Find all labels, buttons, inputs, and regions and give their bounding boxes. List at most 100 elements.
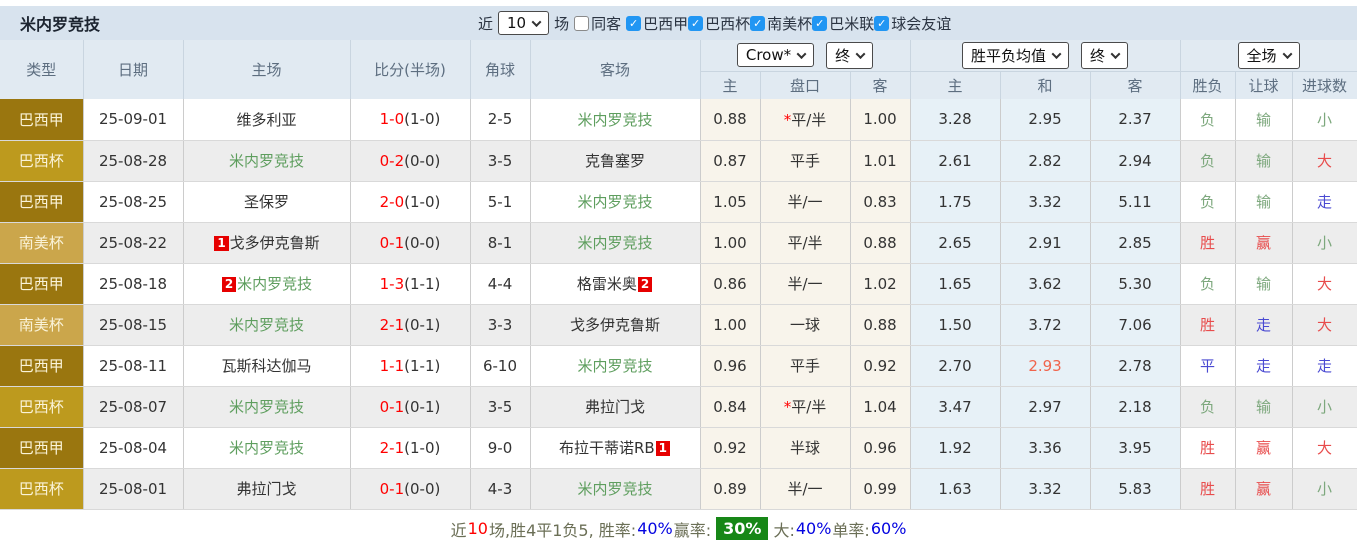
handicap-group-header: Crow* 终 bbox=[700, 40, 911, 71]
team-name: 戈多伊克鲁斯 bbox=[569, 316, 660, 334]
chevron-down-icon bbox=[855, 48, 866, 59]
team-name: 米内罗竞技 bbox=[577, 110, 653, 129]
date-cell: 25-09-01 bbox=[83, 99, 184, 141]
table-row: 巴西甲 25-08-04 米内罗竞技 2-1(1-0) 9-0 布拉干蒂诺RB 1 0.92 半… bbox=[0, 427, 1357, 469]
handicap-away-odds-cell: 0.88 bbox=[850, 222, 911, 264]
handicap-line-cell: 平手 bbox=[760, 345, 851, 387]
team-name: 戈多伊克鲁斯 bbox=[229, 234, 320, 252]
handicap-line-cell: *平/半 bbox=[760, 99, 851, 141]
col-header-home: 主场 bbox=[183, 40, 351, 99]
table-row: 巴西甲 25-08-25 圣保罗 2-0(1-0) 5-1 米内罗竞技 1.05 半/一 0.8… bbox=[0, 181, 1357, 223]
corners-cell: 3-5 bbox=[470, 386, 531, 428]
result-handicap-cell: 赢 bbox=[1235, 468, 1293, 510]
result-wdl-cell: 负 bbox=[1180, 181, 1236, 223]
sub-header-8: 进球数 bbox=[1292, 70, 1357, 99]
result-wdl-cell: 平 bbox=[1180, 345, 1236, 387]
handicap-home-odds-cell: 0.96 bbox=[700, 345, 761, 387]
result-handicap-cell: 输 bbox=[1235, 263, 1293, 305]
europe-home-odds-cell: 1.75 bbox=[910, 181, 1001, 223]
league-filter-checkbox[interactable]: ✓ bbox=[626, 15, 642, 31]
date-cell: 25-08-25 bbox=[83, 181, 184, 223]
league-filter-checkbox[interactable]: ✓ bbox=[874, 15, 890, 31]
rank-badge: 2 bbox=[221, 277, 237, 292]
date-cell: 25-08-18 bbox=[83, 263, 184, 305]
europe-away-odds-cell: 5.11 bbox=[1090, 181, 1181, 223]
col-header-away: 客场 bbox=[530, 40, 701, 99]
filter-controls: 近 10 场 同客 ✓ 巴西甲 ✓ 巴西杯 ✓ 南美杯 ✓ 巴米联 ✓ 球会友谊 bbox=[478, 6, 951, 40]
away-team-cell: 戈多伊克鲁斯 bbox=[530, 304, 701, 346]
table-row: 巴西杯 25-08-28 米内罗竞技 0-2(0-0) 3-5 克鲁塞罗 0.87 平手 1.0… bbox=[0, 140, 1357, 182]
handicap-home-odds-cell: 0.87 bbox=[700, 140, 761, 182]
corners-cell: 6-10 bbox=[470, 345, 531, 387]
result-wdl-cell: 负 bbox=[1180, 263, 1236, 305]
league-filter-巴米联[interactable]: ✓ 巴米联 bbox=[812, 13, 874, 34]
corners-cell: 4-3 bbox=[470, 468, 531, 510]
home-team-cell: 米内罗竞技 bbox=[183, 140, 351, 182]
league-filter-checkbox[interactable]: ✓ bbox=[750, 15, 766, 31]
summary-segment: 30% bbox=[716, 517, 769, 540]
europe-time-select[interactable]: 终 bbox=[1081, 41, 1129, 69]
table-row: 南美杯 25-08-15 米内罗竞技 2-1(0-1) 3-3 戈多伊克鲁斯 1.00 一球 0… bbox=[0, 304, 1357, 346]
same-venue-checkbox[interactable] bbox=[574, 15, 590, 31]
handicap-line-cell: 平手 bbox=[760, 140, 851, 182]
away-team-cell: 米内罗竞技 bbox=[530, 468, 701, 510]
europe-home-odds-cell: 1.50 bbox=[910, 304, 1001, 346]
league-filter-球会友谊[interactable]: ✓ 球会友谊 bbox=[874, 13, 951, 34]
league-filter-巴西杯[interactable]: ✓ 巴西杯 bbox=[688, 13, 750, 34]
europe-away-odds-cell: 2.18 bbox=[1090, 386, 1181, 428]
summary-footer: 近 10 场,胜4平1负5, 胜率: 40% 赢率: 30% 大: 40% 单率: 60% bbox=[0, 509, 1357, 548]
league-cell: 巴西杯 bbox=[0, 386, 84, 428]
same-venue-filter[interactable]: 同客 bbox=[574, 13, 621, 34]
europe-odds-group-header: 胜平负均值 终 bbox=[910, 40, 1181, 71]
corners-cell: 8-1 bbox=[470, 222, 531, 264]
away-team-cell: 格雷米奥 2 bbox=[530, 263, 701, 305]
table-row: 巴西甲 25-09-01 维多利亚 1-0(1-0) 2-5 米内罗竞技 0.88 *平/半 1… bbox=[0, 99, 1357, 141]
europe-draw-odds-cell: 2.82 bbox=[1000, 140, 1091, 182]
bookmaker-select[interactable]: Crow* bbox=[736, 43, 815, 68]
away-team-cell: 米内罗竞技 bbox=[530, 181, 701, 223]
score-cell: 0-1(0-0) bbox=[350, 222, 471, 264]
table-row: 巴西杯 25-08-01 弗拉门戈 0-1(0-0) 4-3 米内罗竞技 0.89 半/一 0.… bbox=[0, 468, 1357, 510]
league-filter-checkbox[interactable]: ✓ bbox=[812, 15, 828, 31]
scope-select[interactable]: 全场 bbox=[1237, 41, 1300, 69]
result-handicap-cell: 输 bbox=[1235, 386, 1293, 428]
league-filter-checkbox[interactable]: ✓ bbox=[688, 15, 704, 31]
europe-draw-odds-cell: 2.95 bbox=[1000, 99, 1091, 141]
bookmaker-time-select[interactable]: 终 bbox=[826, 41, 874, 69]
chevron-down-icon bbox=[1051, 48, 1062, 59]
away-team-cell: 布拉干蒂诺RB 1 bbox=[530, 427, 701, 469]
home-team-cell: 米内罗竞技 bbox=[183, 427, 351, 469]
team-name: 弗拉门戈 bbox=[236, 480, 297, 498]
europe-draw-odds-cell: 3.36 bbox=[1000, 427, 1091, 469]
recent-count-select[interactable]: 10 bbox=[498, 11, 550, 35]
team-name: 格雷米奥 bbox=[576, 275, 637, 293]
europe-home-odds-cell: 2.61 bbox=[910, 140, 1001, 182]
league-filter-巴西甲[interactable]: ✓ 巴西甲 bbox=[626, 13, 688, 34]
league-filter-南美杯[interactable]: ✓ 南美杯 bbox=[750, 13, 812, 34]
team-name: 布拉干蒂诺RB bbox=[558, 439, 655, 457]
result-goals-cell: 大 bbox=[1292, 263, 1357, 305]
europe-away-odds-cell: 2.37 bbox=[1090, 99, 1181, 141]
score-cell: 1-0(1-0) bbox=[350, 99, 471, 141]
home-team-cell: 米内罗竞技 bbox=[183, 386, 351, 428]
summary-segment: 单率: bbox=[832, 520, 870, 540]
team-name: 米内罗竞技 bbox=[228, 439, 304, 457]
handicap-away-odds-cell: 1.01 bbox=[850, 140, 911, 182]
handicap-home-odds-cell: 0.84 bbox=[700, 386, 761, 428]
europe-draw-odds-cell: 3.32 bbox=[1000, 181, 1091, 223]
corners-cell: 2-5 bbox=[470, 99, 531, 141]
league-filter-label: 球会友谊 bbox=[891, 14, 952, 33]
col-header-corners: 角球 bbox=[470, 40, 531, 99]
result-handicap-cell: 赢 bbox=[1235, 222, 1293, 264]
page-title: 米内罗竞技 bbox=[20, 15, 101, 34]
europe-home-odds-cell: 1.63 bbox=[910, 468, 1001, 510]
league-cell: 巴西甲 bbox=[0, 263, 84, 305]
league-cell: 巴西甲 bbox=[0, 181, 84, 223]
league-filter-label: 南美杯 bbox=[767, 14, 813, 33]
away-team-cell: 弗拉门戈 bbox=[530, 386, 701, 428]
table-row: 南美杯 25-08-22 1 戈多伊克鲁斯 0-1(0-0) 8-1 米内罗竞技 1.00 平/… bbox=[0, 222, 1357, 264]
sub-header-2: 客 bbox=[850, 70, 911, 99]
europe-odds-select[interactable]: 胜平负均值 bbox=[962, 41, 1070, 69]
europe-draw-odds-cell: 2.93 bbox=[1000, 345, 1091, 387]
